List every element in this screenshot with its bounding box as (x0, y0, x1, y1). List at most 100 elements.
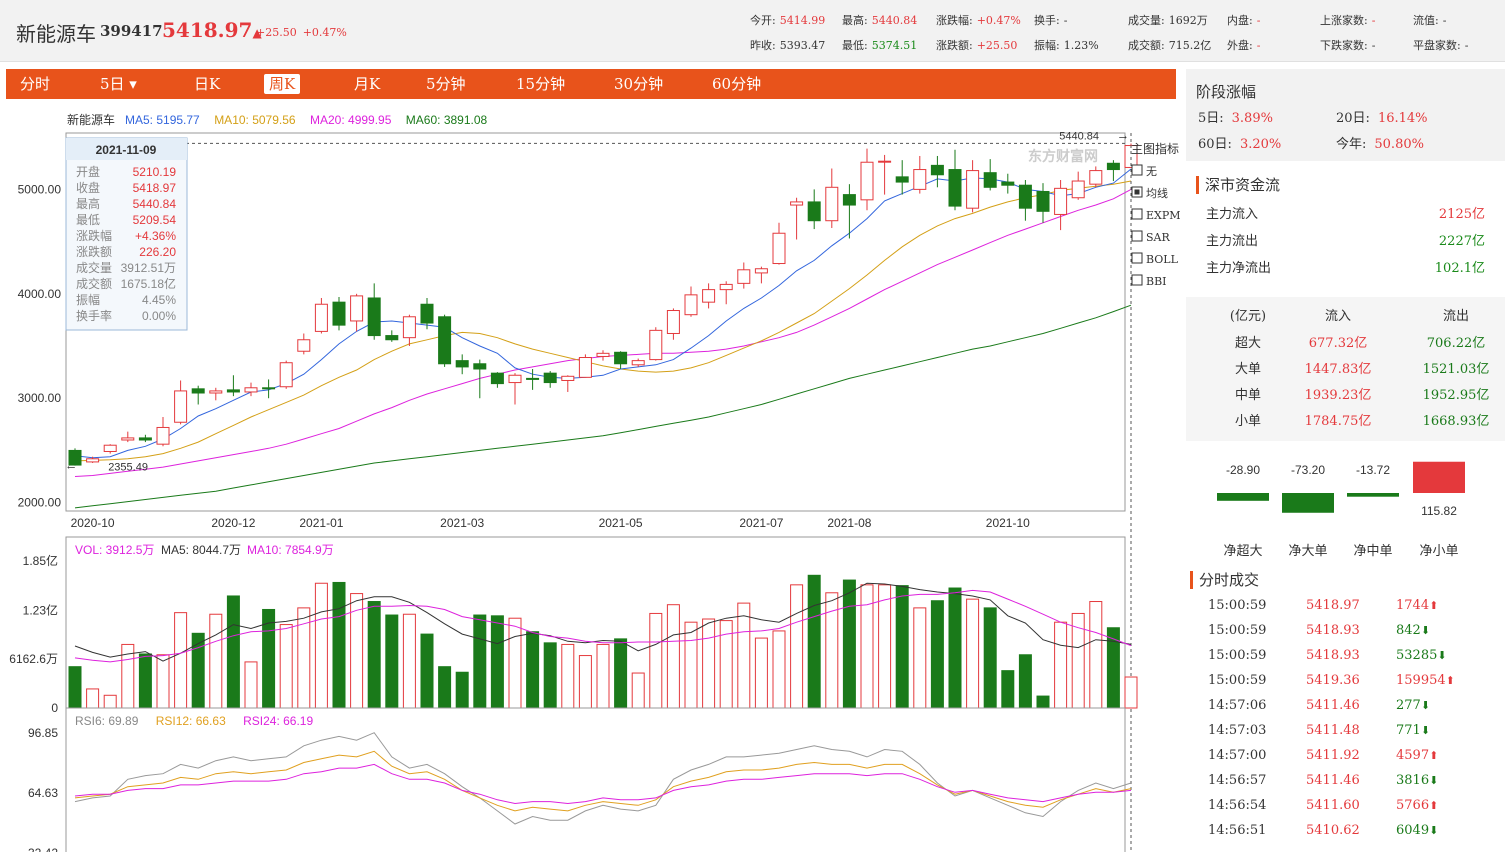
x-tick-label: 2021-05 (599, 516, 643, 530)
volume-bar (420, 633, 434, 709)
volume-bar (209, 613, 223, 709)
rsi6-line (74, 732, 1132, 825)
tab-8[interactable]: 60分钟 (712, 75, 762, 93)
trade-time: 15:00:59 (1208, 598, 1267, 613)
volume-bar (895, 585, 909, 709)
vol-ma5-line (74, 582, 1132, 662)
candle-body (737, 269, 751, 284)
tab-6[interactable]: 15分钟 (516, 75, 566, 93)
checkbox-checked-icon (1134, 189, 1140, 195)
tab-1[interactable]: 5日 ▾ (100, 75, 137, 93)
flow-table-cell: 超大 (1234, 336, 1261, 351)
tooltip-key: 最高 (76, 196, 100, 211)
net-bar-value: -13.72 (1356, 463, 1390, 477)
volume-bar (473, 614, 487, 709)
quote-value: - (1442, 14, 1447, 27)
trade-time: 14:56:57 (1208, 773, 1267, 788)
trade-volume-value: 842 (1396, 623, 1421, 638)
tab-7[interactable]: 30分钟 (614, 75, 664, 93)
trade-volume: 771⬇ (1396, 723, 1430, 738)
tooltip-value: 4.45% (142, 293, 176, 307)
stage-value: 50.80% (1374, 137, 1424, 152)
net-bar (1347, 493, 1399, 497)
volume-bar (68, 666, 82, 709)
quote-label: 涨跌额: (936, 39, 973, 52)
tab-2[interactable]: 日K (194, 75, 221, 93)
quote-item: 换手: - (1034, 12, 1067, 28)
quote-value: - (1371, 39, 1376, 52)
watermark-logo: 东方财富网 (1028, 148, 1098, 165)
quote-item: 成交量: 1692万 (1128, 12, 1208, 28)
candle-body (262, 387, 276, 390)
volume-bar (1018, 654, 1032, 709)
candle-body (825, 186, 839, 222)
trade-volume-value: 1744 (1396, 598, 1430, 613)
quote-label: 振幅: (1034, 39, 1060, 52)
candle-body (913, 169, 927, 190)
trade-volume: 842⬇ (1396, 623, 1430, 638)
trade-volume: 1744⬆ (1396, 598, 1438, 613)
net-bar (1217, 493, 1269, 501)
flow-table-head: 流入 (1324, 309, 1351, 324)
x-tick-label: 2021-03 (440, 516, 484, 530)
stage-value: 3.20% (1239, 137, 1282, 152)
candle-body (526, 377, 540, 380)
flow-table-head: (亿元) (1229, 309, 1267, 324)
tab-4[interactable]: 月K (354, 75, 381, 93)
candle-body (578, 357, 592, 378)
trade-volume: 6049⬇ (1396, 823, 1438, 838)
quote-label: 换手: (1034, 14, 1060, 27)
volume-bar (878, 584, 892, 709)
candle-body (1054, 187, 1068, 215)
tooltip-key: 成交额 (76, 276, 112, 291)
candle-body (455, 360, 469, 368)
trade-volume-value: 5766 (1396, 798, 1430, 813)
candle-body (790, 201, 804, 206)
fund-value: 102.1亿 (1434, 261, 1485, 276)
quote-value: - (1464, 39, 1469, 52)
trade-volume-value: 53285 (1396, 648, 1438, 663)
volume-bar (244, 661, 258, 709)
quote-value: 715.2亿 (1168, 39, 1212, 52)
trade-time: 15:00:59 (1208, 648, 1267, 663)
quote-item: 涨跌幅: +0.47% (936, 12, 1021, 28)
indicator-checkbox (1131, 274, 1143, 286)
ohlc-tooltip: 2021-11-09 开盘 5210.19 收盘 5418.97 最高 5440.84 最低 5… (65, 137, 188, 331)
quote-item: 平盘家数: - (1413, 37, 1468, 53)
quote-value: 5414.99 (779, 14, 826, 27)
stage-item: 60日: 3.20% (1198, 133, 1281, 152)
tooltip-box (65, 137, 188, 331)
volume-bar (578, 655, 592, 709)
tab-0[interactable]: 分时 (20, 75, 51, 93)
index-code: 399417 (100, 22, 163, 40)
tooltip-value: 5440.84 (133, 197, 177, 211)
candle-body (649, 329, 663, 361)
trade-price: 5418.97 (1306, 598, 1360, 613)
volume-bar (138, 653, 152, 709)
volume-bar (1001, 670, 1015, 709)
fund-key: 主力流入 (1206, 207, 1259, 222)
flow-table-cell: 1784.75亿 (1304, 414, 1372, 429)
tooltip-key: 开盘 (76, 164, 100, 179)
candle-body (684, 294, 698, 316)
ma20-line (74, 188, 1132, 477)
tab-5[interactable]: 5分钟 (426, 75, 466, 93)
net-bar-label: 净中单 (1353, 544, 1393, 559)
tab-3[interactable]: 周K (264, 74, 301, 94)
candle-body (807, 201, 821, 222)
quote-item: 今开: 5414.99 (750, 12, 825, 28)
indicator-title: 主图指标 (1131, 141, 1179, 156)
quote-label: 今开: (750, 14, 776, 27)
candle-body (1071, 180, 1085, 199)
volume-bar (438, 666, 452, 709)
volume-bar (385, 614, 399, 709)
vol-y-tick: 1.85亿 (23, 553, 58, 568)
volume-bar (649, 612, 663, 709)
quote-label: 上涨家数: (1320, 14, 1368, 27)
indicator-option-label: BBI (1146, 275, 1167, 288)
quote-item: 最高: 5440.84 (842, 12, 917, 28)
indicator-checkbox (1131, 208, 1143, 220)
candle-body (772, 232, 786, 265)
trade-price: 5418.93 (1306, 648, 1360, 663)
candle-body (860, 161, 874, 201)
